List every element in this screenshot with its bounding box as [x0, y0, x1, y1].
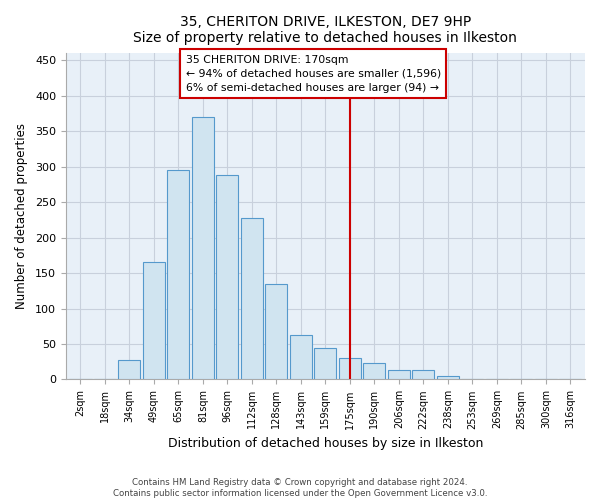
Bar — [388, 370, 410, 380]
Bar — [364, 363, 385, 380]
Bar — [217, 174, 238, 380]
Bar — [241, 218, 263, 380]
Bar — [290, 336, 312, 380]
Bar — [167, 170, 190, 380]
Bar — [265, 284, 287, 380]
Bar — [314, 348, 337, 380]
X-axis label: Distribution of detached houses by size in Ilkeston: Distribution of detached houses by size … — [168, 437, 483, 450]
Y-axis label: Number of detached properties: Number of detached properties — [15, 124, 28, 310]
Text: Contains HM Land Registry data © Crown copyright and database right 2024.
Contai: Contains HM Land Registry data © Crown c… — [113, 478, 487, 498]
Bar — [143, 262, 165, 380]
Bar — [437, 376, 459, 380]
Text: 35 CHERITON DRIVE: 170sqm
← 94% of detached houses are smaller (1,596)
6% of sem: 35 CHERITON DRIVE: 170sqm ← 94% of detac… — [186, 54, 441, 92]
Bar — [412, 370, 434, 380]
Bar — [118, 360, 140, 380]
Title: 35, CHERITON DRIVE, ILKESTON, DE7 9HP
Size of property relative to detached hous: 35, CHERITON DRIVE, ILKESTON, DE7 9HP Si… — [133, 15, 517, 45]
Bar — [339, 358, 361, 380]
Bar — [192, 117, 214, 380]
